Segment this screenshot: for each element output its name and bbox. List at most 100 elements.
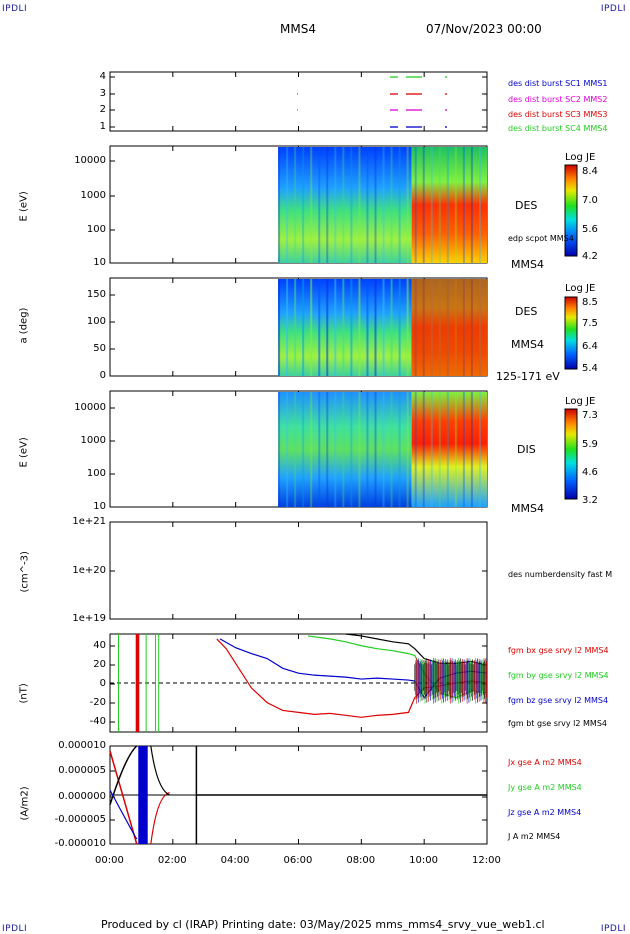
y-tick-label: 1000: [80, 190, 106, 201]
fgm-bt-label: fgm bt gse srvy l2 MMS4: [508, 719, 607, 728]
legend-burst-sc4: des dist burst SC4 MMS4: [508, 124, 608, 133]
cbar1-tick: 8.4: [582, 166, 598, 177]
spectrogram-stripe: [342, 279, 345, 376]
corner-label-left: IPDLI: [2, 4, 28, 14]
cbar1-tick: 7.0: [582, 195, 598, 206]
spectrogram-stripe: [326, 392, 329, 507]
cbar3-tick: 7.3: [582, 410, 598, 421]
current-j-label: J A m2 MMS4: [508, 832, 561, 841]
spectrogram-stripe: [278, 392, 281, 507]
spectrogram-stripe: [286, 147, 289, 263]
spectrogram-stripe: [430, 147, 433, 263]
spectrogram-stripe: [438, 392, 441, 507]
spectrogram-stripe: [310, 279, 313, 376]
x-tick-label: 08:00: [346, 855, 376, 866]
dis-energy-spacecraft: MMS4: [511, 502, 544, 515]
spectrogram-stripe: [366, 392, 369, 507]
cbar2-tick: 7.5: [582, 318, 598, 329]
spectrogram-stripe: [350, 392, 353, 507]
current-ylabel: (A/m2): [19, 786, 31, 821]
panel-frame: [109, 521, 488, 620]
spectrogram-stripe: [294, 392, 297, 507]
spectrogram-stripe: [278, 279, 281, 376]
spectrogram-stripe: [318, 392, 321, 507]
spectrogram-stripe: [278, 147, 281, 263]
dis-energy-instrument: DIS: [517, 443, 536, 456]
des-pitch-instrument: DES: [515, 305, 538, 318]
spectrogram-stripe: [326, 147, 329, 263]
date-title: 07/Nov/2023 00:00: [426, 22, 542, 36]
colorbar: [564, 296, 578, 370]
y-tick-label: 1e+19: [72, 613, 106, 624]
spectrogram-stripe: [310, 392, 313, 507]
spectrogram-stripe: [374, 392, 377, 507]
spectrogram-stripe: [294, 279, 297, 376]
current-burst: [138, 746, 148, 844]
spectrogram-stripe: [446, 392, 449, 507]
spectrogram-stripe: [422, 147, 425, 263]
y-tick-label: 1e+20: [72, 565, 106, 576]
des-energy-ylabel: E (eV): [18, 191, 30, 222]
spectrogram-stripe: [390, 392, 393, 507]
spectrogram-stripe: [462, 392, 465, 507]
des-pitch-colorbar-title: Log JE: [565, 283, 596, 294]
spectrogram-stripe: [462, 147, 465, 263]
des-energy-spacecraft: MMS4: [511, 258, 544, 271]
spectrogram-stripe: [398, 147, 401, 263]
cbar3-tick: 3.2: [582, 495, 598, 506]
current-jx-label: Jx gse A m2 MMS4: [508, 758, 582, 767]
spectrogram-stripe: [414, 147, 417, 263]
spectrogram-stripe: [414, 392, 417, 507]
spectrogram-stripe: [318, 279, 321, 376]
y-tick-label: 20: [93, 659, 106, 670]
y-tick-label: 0: [99, 678, 106, 689]
spectrogram-stripe: [390, 147, 393, 263]
spectrogram-stripe: [406, 147, 409, 263]
spectrogram-stripe: [366, 279, 369, 376]
spectrogram-stripe: [334, 279, 337, 376]
spectrogram-stripe: [286, 279, 289, 376]
dis-energy-colorbar-title: Log JE: [565, 396, 596, 407]
spectrogram-stripe: [382, 392, 385, 507]
spectrogram-stripe: [286, 392, 289, 507]
spectrogram-stripe: [390, 279, 393, 376]
spectrogram-stripe: [478, 147, 481, 263]
fgm-by-label: fgm by gse srvy l2 MMS4: [508, 671, 609, 680]
spectrogram-stripe: [342, 147, 345, 263]
y-tick-label: 10: [93, 257, 106, 268]
spectrogram-stripe: [310, 147, 313, 263]
spectrogram-hot: [411, 147, 487, 263]
x-tick-label: 12:00: [472, 855, 501, 866]
spectrogram-stripe: [342, 392, 345, 507]
cbar1-tick: 4.2: [582, 251, 598, 262]
current-jx: [150, 791, 170, 845]
fgm-ylabel: (nT): [18, 683, 30, 704]
cbar2-tick: 5.4: [582, 363, 598, 374]
spectrogram-stripe: [358, 147, 361, 263]
current-j: [150, 745, 170, 796]
spectrogram-stripe: [366, 147, 369, 263]
spectrogram-stripe: [470, 392, 473, 507]
y-tick-label: 1: [99, 121, 106, 132]
spectrogram-stripe: [406, 392, 409, 507]
y-tick-label: -0.000010: [54, 838, 106, 849]
cbar3-tick: 4.6: [582, 467, 598, 478]
spectrogram-stripe: [334, 392, 337, 507]
x-tick-label: 10:00: [409, 855, 438, 866]
footer-credit: Produced by cl (IRAP) Printing date: 03/…: [101, 918, 545, 931]
panel-frame: [109, 71, 488, 132]
x-tick-label: 06:00: [283, 855, 313, 866]
spectrogram-cold: [278, 147, 412, 263]
current-jz: [109, 789, 138, 840]
corner-label-right: IPDLI: [600, 4, 626, 14]
spectrogram-stripe: [454, 392, 457, 507]
y-tick-label: 100: [86, 316, 106, 327]
density-series-label: des numberdensity fast M: [508, 570, 613, 579]
x-tick-label: 00:00: [95, 855, 124, 866]
spectrogram-stripe: [398, 279, 401, 376]
y-tick-label: 50: [93, 343, 106, 354]
spectrogram-stripe: [374, 147, 377, 263]
y-tick-label: 3: [99, 88, 106, 99]
spectrogram-stripe: [350, 279, 353, 376]
spacecraft-title: MMS4: [280, 22, 316, 36]
